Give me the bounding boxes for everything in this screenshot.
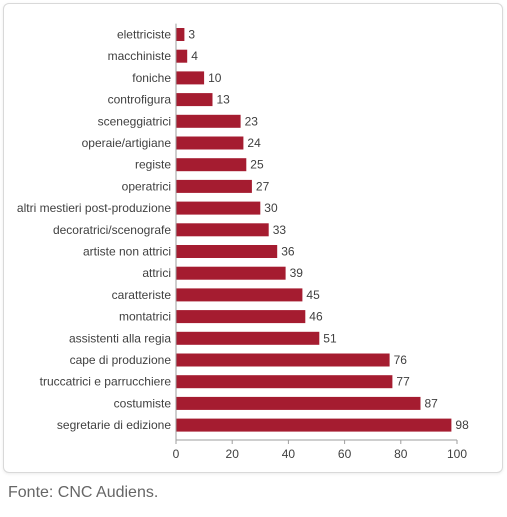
bar-11	[176, 266, 286, 280]
bar-8	[176, 201, 261, 215]
bar-13	[176, 310, 306, 324]
bar-0	[176, 28, 185, 41]
category-labels-group: elettriciste macchiniste foniche controfigu…	[17, 28, 171, 433]
value-label-8: 30	[264, 201, 278, 215]
value-label-15: 76	[394, 353, 408, 367]
value-label-0: 3	[188, 28, 195, 42]
category-label-3: controfigura	[108, 93, 172, 107]
x-tick-label-1: 20	[226, 447, 240, 461]
value-label-7: 27	[256, 179, 270, 193]
value-label-17: 87	[425, 396, 439, 410]
category-label-17: costumiste	[114, 396, 172, 410]
x-tick-label-3: 60	[338, 447, 352, 461]
value-label-2: 10	[208, 71, 222, 85]
value-label-10: 36	[281, 245, 295, 259]
bar-17	[176, 396, 421, 410]
category-label-4: sceneggiatrici	[98, 114, 171, 128]
value-label-3: 13	[217, 93, 231, 107]
value-label-13: 46	[309, 310, 323, 324]
value-label-16: 77	[396, 375, 410, 389]
bar-2	[176, 71, 205, 85]
bar-4	[176, 114, 241, 128]
bar-3	[176, 93, 213, 107]
value-label-4: 23	[245, 114, 259, 128]
bar-1	[176, 49, 188, 63]
category-label-9: decoratrici/scenografe	[53, 223, 171, 237]
category-label-7: operatrici	[122, 179, 171, 193]
bar-9	[176, 223, 269, 237]
bar-14	[176, 331, 320, 345]
bar-18	[176, 418, 452, 432]
value-label-18: 98	[455, 418, 469, 432]
bar-chart: elettriciste macchiniste foniche controfigu…	[17, 23, 469, 461]
x-tick-label-0: 0	[173, 447, 180, 461]
bar-16	[176, 375, 393, 389]
value-label-5: 24	[247, 136, 261, 150]
x-tick-label-4: 80	[394, 447, 408, 461]
category-label-16: truccatrici e parrucchiere	[40, 375, 172, 389]
bar-15	[176, 353, 390, 367]
category-label-1: macchiniste	[108, 49, 172, 63]
category-label-18: segretarie di edizione	[57, 418, 171, 432]
bar-6	[176, 158, 247, 172]
category-label-11: attrici	[142, 266, 171, 280]
source-note: Fonte: CNC Audiens.	[8, 484, 159, 501]
category-label-13: montatrici	[119, 310, 171, 324]
category-label-14: assistenti alla regia	[69, 331, 171, 345]
bar-10	[176, 245, 278, 258]
category-label-0: elettriciste	[117, 28, 171, 42]
category-label-12: caratteriste	[112, 288, 172, 302]
bars-group	[176, 28, 452, 432]
category-label-6: registe	[135, 158, 171, 172]
value-label-1: 4	[191, 49, 198, 63]
x-tick-label-5: 100	[447, 447, 467, 461]
chart-frame	[3, 3, 503, 473]
bar-5	[176, 136, 244, 150]
category-label-5: operaie/artigiane	[82, 136, 172, 150]
axes-group: 0 20 40 60 80 100	[173, 23, 467, 461]
category-label-2: foniche	[132, 71, 171, 85]
value-label-14: 51	[323, 331, 337, 345]
category-label-8: altri mestieri post-produzione	[17, 201, 171, 215]
category-label-15: cape di produzione	[70, 353, 172, 367]
bar-7	[176, 179, 252, 193]
value-label-6: 25	[250, 158, 264, 172]
category-label-10: artiste non attrici	[83, 245, 171, 259]
value-label-12: 45	[306, 288, 320, 302]
value-label-9: 33	[273, 223, 287, 237]
x-tick-label-2: 40	[282, 447, 296, 461]
value-label-11: 39	[290, 266, 304, 280]
bar-12	[176, 288, 303, 302]
